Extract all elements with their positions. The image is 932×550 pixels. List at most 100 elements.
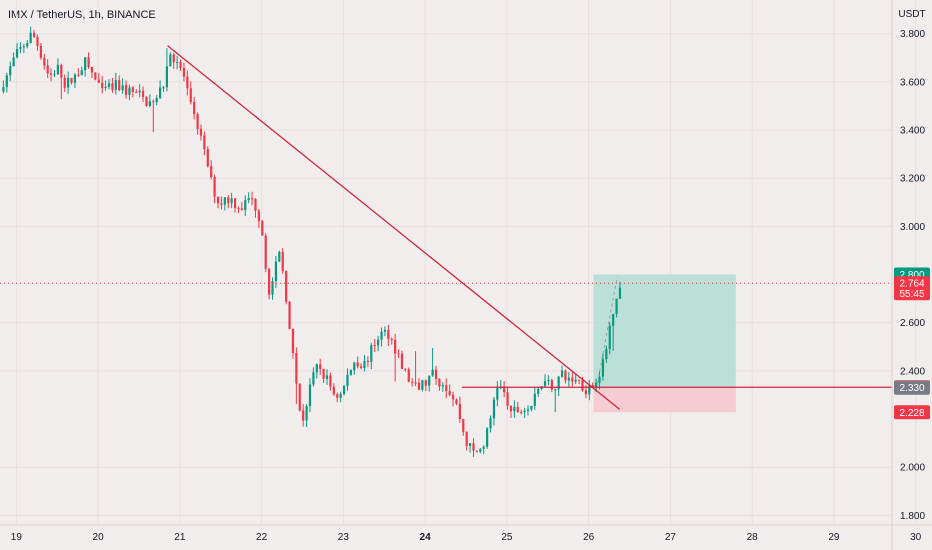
candle-body (581, 380, 584, 391)
candle-body (2, 87, 5, 92)
candle-body (60, 64, 63, 78)
candle (547, 375, 550, 386)
candle (377, 335, 380, 352)
candle-body (237, 208, 240, 210)
candle (216, 196, 220, 209)
candle (322, 368, 325, 384)
candle (492, 397, 496, 426)
candle (73, 72, 77, 89)
candle-body (250, 198, 254, 200)
candle (22, 43, 25, 54)
candle (404, 368, 407, 372)
candle (441, 382, 444, 392)
candle (520, 409, 523, 415)
candle-body (155, 97, 158, 103)
candle (537, 386, 540, 397)
candle (332, 383, 335, 396)
candle (509, 405, 513, 419)
candle (186, 70, 189, 96)
candle-body (523, 410, 526, 413)
candle-body (489, 418, 492, 429)
candle-body (39, 45, 42, 58)
candle (383, 326, 387, 337)
candle (567, 371, 570, 387)
price-tag-label: 2.800 (899, 270, 924, 281)
x-tick-label: 23 (338, 532, 350, 543)
candle-body (322, 368, 325, 379)
candle-body (295, 353, 298, 384)
candle-body (567, 377, 570, 381)
candle (346, 368, 349, 391)
candle-body (605, 348, 608, 360)
candle (394, 333, 397, 382)
candle (138, 84, 141, 98)
candle-body (404, 368, 407, 370)
candle-body (271, 281, 274, 295)
price-tag-label: 2.228 (899, 408, 924, 419)
candle-body (608, 325, 611, 349)
candle-body (564, 370, 567, 381)
candle-body (104, 86, 107, 88)
candle-body (530, 405, 533, 410)
candle-body (526, 409, 530, 411)
candle-body (101, 82, 104, 88)
candle-body (285, 271, 288, 302)
candle (39, 42, 42, 60)
candle-body (19, 47, 22, 50)
candle (179, 59, 182, 71)
candle (397, 349, 400, 359)
candle-body (584, 390, 588, 395)
candle-body (227, 197, 230, 204)
candle (247, 192, 250, 204)
candle-body (176, 61, 179, 63)
candle-body (298, 383, 301, 411)
candle-body (601, 359, 605, 377)
candle (63, 74, 66, 92)
x-tick-label: 25 (501, 532, 513, 543)
candle-body (12, 57, 15, 67)
candle-body (325, 375, 329, 379)
candle-body (46, 65, 49, 74)
candle-body (492, 399, 496, 419)
candle-body (496, 388, 499, 400)
candle (336, 392, 339, 403)
candle (482, 445, 485, 455)
candle (591, 382, 594, 388)
candle (203, 131, 206, 156)
x-tick-label: 24 (420, 532, 432, 543)
price-tag-bg (894, 276, 930, 301)
stop-loss-zone (593, 387, 736, 413)
candle (230, 192, 233, 209)
y-tick-label: 1.800 (900, 511, 925, 522)
candle (601, 353, 605, 381)
candle-body (550, 380, 553, 390)
y-tick-label: 3.600 (900, 77, 925, 88)
candle-body (53, 74, 56, 76)
candle (199, 124, 203, 141)
candle-body (557, 376, 560, 390)
price-tag-bg (894, 380, 930, 395)
candle-body (506, 392, 509, 406)
candle-body (356, 362, 359, 367)
candle (220, 196, 223, 210)
candle-body (414, 382, 417, 384)
candle (111, 78, 114, 93)
candle (359, 363, 363, 370)
candle-body (424, 380, 427, 386)
candle (390, 337, 393, 345)
candle (94, 72, 97, 81)
candle-body (612, 314, 615, 326)
candle (353, 361, 356, 375)
candle-body (486, 428, 489, 447)
candle (148, 94, 151, 108)
candle (506, 386, 509, 410)
candle-body (152, 101, 155, 103)
candle (455, 398, 458, 406)
candle-body (475, 450, 479, 452)
candle (97, 73, 100, 84)
candle (305, 404, 308, 428)
candle (526, 405, 530, 416)
x-tick-label: 20 (93, 532, 105, 543)
